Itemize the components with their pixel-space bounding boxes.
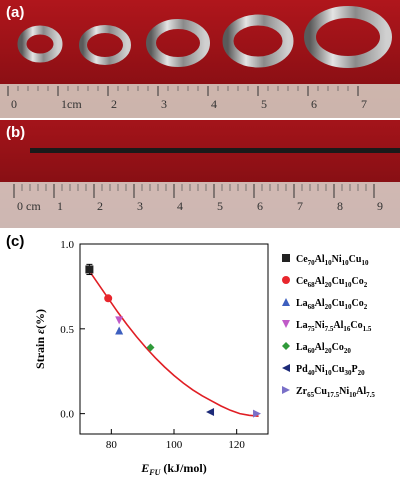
strain-chart: 0.0 0.5 1.0 80 100 120 Ce70Al10Ni10Cu10 Ce68A… <box>33 239 375 477</box>
legend-marker <box>282 386 290 394</box>
legend-marker <box>282 254 290 262</box>
ruler-label: 3 <box>137 199 143 213</box>
y-tick-label: 0.5 <box>60 324 74 336</box>
ring-3 <box>146 19 210 67</box>
ruler-label: 4 <box>211 97 217 111</box>
ruler-label: 0 cm <box>17 199 41 213</box>
panel-label-a: (a) <box>6 4 25 21</box>
data-point <box>146 343 155 352</box>
ruler-label: 7 <box>297 199 303 213</box>
ribbon <box>30 148 400 153</box>
data-point <box>104 294 113 303</box>
x-axis-title: EFU (kJ/mol) <box>140 461 206 477</box>
ruler-label: 1cm <box>61 97 82 111</box>
x-tick-label: 80 <box>106 439 118 451</box>
data-point <box>115 316 124 325</box>
y-axis-title: Strain ε(%) <box>33 309 47 369</box>
x-tick-label: 120 <box>228 439 245 451</box>
ruler-label: 6 <box>257 199 263 213</box>
x-tick-label: 100 <box>166 439 183 451</box>
panel-label-b: (b) <box>6 124 26 141</box>
legend-label: Pd40Ni10Cu30P20 <box>296 364 365 377</box>
ruler-label: 4 <box>177 199 183 213</box>
ring-5 <box>304 6 392 68</box>
data-point <box>206 407 215 416</box>
legend-label: Ce68Al20Cu10Co2 <box>296 276 368 289</box>
ruler-label: 6 <box>311 97 317 111</box>
legend-label: La60Al20Co20 <box>296 342 351 355</box>
ruler-b-ticks: 0 cm 1 2 3 4 5 6 7 8 9 <box>13 184 383 213</box>
ruler-label: 8 <box>337 199 343 213</box>
photo-panel-b: 0 cm 1 2 3 4 5 6 7 8 9 (b) <box>0 120 400 228</box>
photo-panel-a: 0 1cm 2 3 4 5 6 7 (a) <box>0 0 400 118</box>
legend-label: Ce70Al10Ni10Cu10 <box>296 254 369 267</box>
fit-curve <box>88 270 259 417</box>
ruler-label: 3 <box>161 97 167 111</box>
ruler-label: 0 <box>11 97 17 111</box>
ruler-label: 7 <box>361 97 367 111</box>
data-point <box>85 265 94 274</box>
data-point <box>253 409 262 418</box>
plot-frame <box>79 243 269 435</box>
ruler-label: 5 <box>261 97 267 111</box>
ring-1 <box>17 25 63 63</box>
ribbon-photo: 0 cm 1 2 3 4 5 6 7 8 9 <box>0 120 400 228</box>
legend-marker <box>282 298 290 306</box>
ruler-a-ticks: 0 1cm 2 3 4 5 6 7 <box>7 86 367 111</box>
legend-marker <box>282 276 290 284</box>
legend-label: La75Ni7.5Al16Co1.5 <box>296 320 372 333</box>
ruler-a <box>0 84 400 118</box>
legend-marker <box>282 320 290 328</box>
ruler-label: 1 <box>57 199 63 213</box>
ruler-label: 9 <box>377 199 383 213</box>
ring-4 <box>222 14 294 68</box>
ruler-label: 2 <box>97 199 103 213</box>
legend-marker <box>282 364 290 372</box>
legend-label: La68Al20Cu10Co2 <box>296 298 368 311</box>
ruler-b <box>0 182 400 228</box>
legend-label: Zr65Cu17.5Ni10Al7.5 <box>296 386 375 399</box>
panel-label-c: (c) <box>6 233 25 250</box>
ruler-label: 5 <box>217 199 223 213</box>
ruler-label: 2 <box>111 97 117 111</box>
data-point <box>115 326 124 335</box>
y-tick-label: 1.0 <box>60 239 74 251</box>
rings-photo: 0 1cm 2 3 4 5 6 7 <box>0 0 400 118</box>
ring-2 <box>79 25 131 65</box>
y-tick-label: 0.0 <box>60 409 74 421</box>
legend-marker <box>282 342 290 350</box>
